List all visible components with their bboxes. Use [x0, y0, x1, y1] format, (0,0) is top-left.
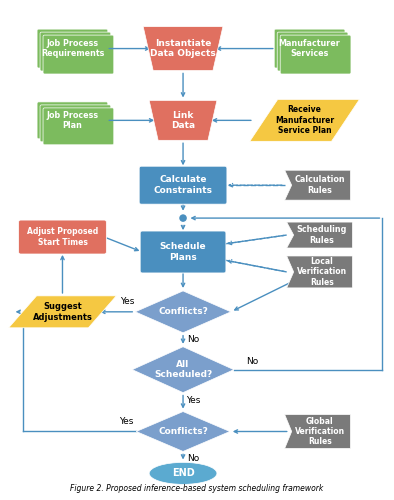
Text: Schedule
Plans: Schedule Plans	[160, 242, 206, 262]
FancyBboxPatch shape	[40, 32, 111, 71]
FancyBboxPatch shape	[43, 108, 114, 145]
Text: Receive
Manufacturer
Service Plan: Receive Manufacturer Service Plan	[275, 106, 334, 136]
Text: Local
Verification
Rules: Local Verification Rules	[297, 257, 347, 287]
FancyBboxPatch shape	[37, 29, 108, 68]
Text: No: No	[187, 454, 199, 463]
Text: Link
Data: Link Data	[171, 110, 195, 130]
Polygon shape	[132, 346, 234, 393]
Text: Suggest
Adjustments: Suggest Adjustments	[33, 302, 93, 322]
Text: No: No	[246, 357, 258, 366]
Ellipse shape	[149, 462, 217, 484]
Circle shape	[178, 214, 188, 222]
Text: Calculate
Constraints: Calculate Constraints	[154, 176, 212, 195]
Text: Calculation
Rules: Calculation Rules	[295, 176, 345, 195]
Polygon shape	[287, 256, 353, 288]
FancyBboxPatch shape	[274, 29, 345, 68]
FancyBboxPatch shape	[277, 32, 348, 71]
Polygon shape	[285, 414, 350, 448]
Text: Yes: Yes	[186, 396, 200, 405]
Text: Scheduling
Rules: Scheduling Rules	[297, 226, 347, 244]
Text: Yes: Yes	[119, 417, 134, 426]
Text: Figure 2. Proposed inference-based system scheduling framework: Figure 2. Proposed inference-based syste…	[71, 484, 323, 494]
Text: Yes: Yes	[120, 298, 134, 306]
Polygon shape	[9, 296, 116, 328]
Text: Adjust Proposed
Start Times: Adjust Proposed Start Times	[27, 228, 98, 246]
Text: Instantiate
Data Objects: Instantiate Data Objects	[150, 39, 216, 58]
FancyBboxPatch shape	[139, 166, 227, 204]
FancyBboxPatch shape	[280, 35, 351, 74]
Text: END: END	[172, 468, 194, 478]
Text: Global
Verification
Rules: Global Verification Rules	[295, 416, 345, 446]
Text: Manufacturer
Services: Manufacturer Services	[279, 39, 340, 58]
Text: Job Process
Requirements: Job Process Requirements	[41, 39, 104, 58]
FancyBboxPatch shape	[37, 102, 108, 139]
Text: Job Process
Plan: Job Process Plan	[46, 110, 98, 130]
FancyBboxPatch shape	[40, 105, 111, 142]
Text: Conflicts?: Conflicts?	[158, 308, 208, 316]
FancyBboxPatch shape	[19, 220, 106, 254]
Polygon shape	[135, 291, 231, 333]
Text: No: No	[187, 336, 199, 344]
FancyBboxPatch shape	[43, 35, 114, 74]
Polygon shape	[136, 412, 230, 452]
FancyBboxPatch shape	[140, 231, 226, 273]
Polygon shape	[143, 26, 223, 70]
Polygon shape	[149, 100, 217, 140]
Polygon shape	[287, 222, 353, 248]
Polygon shape	[250, 100, 359, 141]
Text: Conflicts?: Conflicts?	[158, 427, 208, 436]
Polygon shape	[285, 170, 350, 200]
Text: All
Scheduled?: All Scheduled?	[154, 360, 212, 380]
